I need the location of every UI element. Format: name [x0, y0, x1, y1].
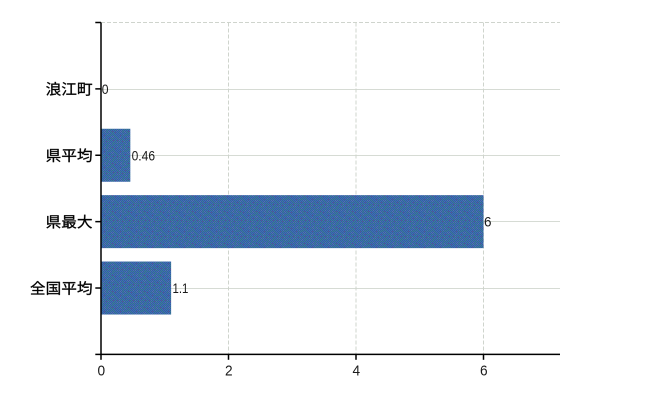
svg-text:0: 0: [98, 364, 106, 380]
svg-text:6: 6: [480, 364, 488, 380]
svg-text:6: 6: [484, 214, 492, 230]
svg-text:1.1: 1.1: [173, 280, 189, 296]
svg-text:4: 4: [353, 364, 361, 380]
svg-text:0: 0: [102, 81, 109, 97]
svg-text:2: 2: [225, 364, 233, 380]
svg-text:0.46: 0.46: [132, 147, 156, 163]
